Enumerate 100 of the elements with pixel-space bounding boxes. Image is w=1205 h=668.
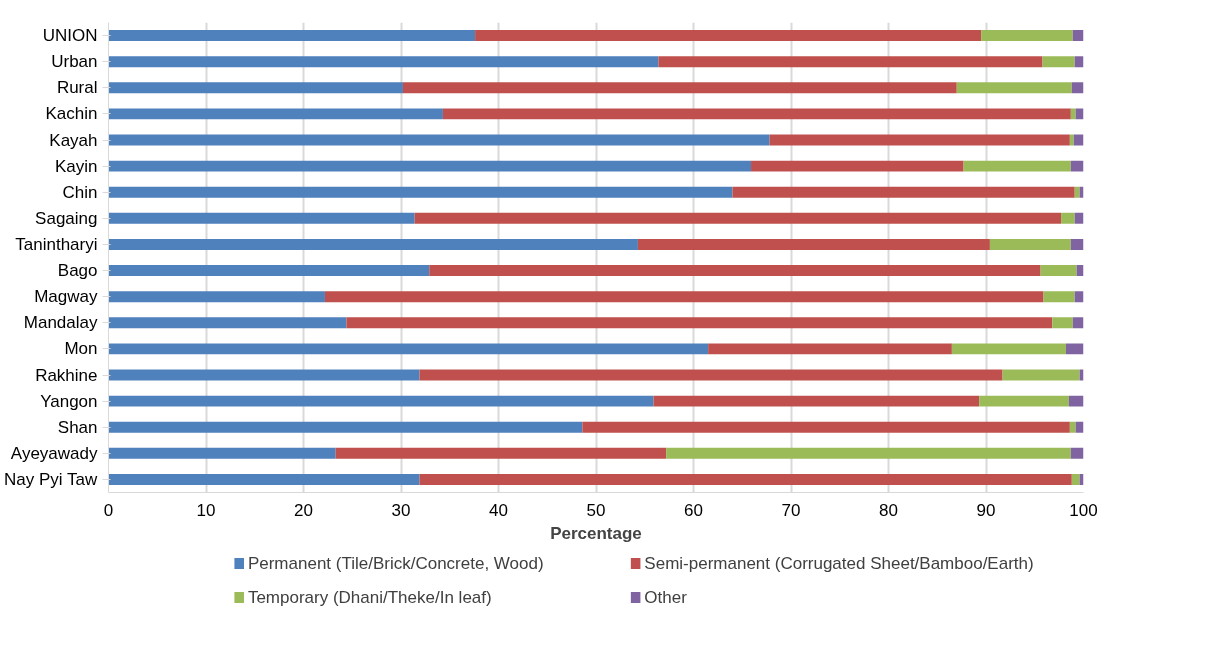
bar (1070, 160, 1084, 172)
y-tick-label: Sagaing (35, 208, 98, 228)
bar (419, 369, 1003, 381)
bar (475, 30, 982, 42)
y-tick-label: Urban (51, 52, 98, 72)
bar (666, 447, 1071, 459)
bar (335, 447, 667, 459)
bar (108, 212, 415, 224)
y-tick-label: Mandalay (23, 313, 98, 333)
x-tick-label: 50 (586, 500, 606, 520)
bar (1072, 30, 1084, 42)
x-tick-label: 80 (879, 500, 898, 520)
bar (1040, 265, 1077, 277)
y-tick-label: Shan (57, 417, 98, 437)
bar (1002, 369, 1080, 381)
bar (442, 108, 1071, 120)
bar (108, 395, 654, 407)
bar (419, 473, 1072, 485)
legend-label: Permanent (Tile/Brick/Concrete, Wood) (247, 554, 544, 573)
y-tick-label: Kayah (49, 130, 98, 150)
bar (1070, 447, 1084, 459)
bar (1070, 238, 1084, 250)
bar (956, 82, 1072, 94)
bar (1069, 134, 1074, 146)
x-axis-title: Percentage (550, 523, 642, 543)
bar (1075, 108, 1084, 120)
x-tick-label: 20 (294, 500, 313, 520)
bar (108, 134, 770, 146)
bar (989, 238, 1071, 250)
bar (108, 108, 443, 120)
bar (981, 30, 1073, 42)
bar (1042, 56, 1075, 68)
y-tick-label: Magway (34, 287, 98, 307)
y-tick-label: Tanintharyi (15, 234, 98, 254)
x-tick-label: 30 (391, 500, 411, 520)
y-tick-label: Chin (62, 182, 98, 202)
bar (108, 238, 638, 250)
y-tick-label: Nay Pyi Taw (3, 469, 98, 489)
bar (108, 82, 403, 94)
bar (108, 447, 336, 459)
x-tick-label: 0 (103, 500, 114, 520)
y-tick-label: UNION (42, 26, 98, 46)
bar (1043, 291, 1075, 303)
bar (708, 343, 952, 355)
bar (414, 212, 1062, 224)
bar (732, 186, 1075, 198)
x-tick-label: 60 (684, 500, 703, 520)
x-tick-label: 10 (196, 500, 216, 520)
bar (402, 82, 957, 94)
bar (658, 56, 1043, 68)
x-tick-label: 100 (1069, 500, 1098, 520)
bar (108, 369, 420, 381)
bar (1074, 212, 1084, 224)
bar (108, 160, 752, 172)
bar (769, 134, 1070, 146)
bar (1068, 395, 1084, 407)
bar (637, 238, 990, 250)
bar (1074, 291, 1084, 303)
bar (1074, 186, 1080, 198)
y-tick-label: Yangon (40, 391, 98, 411)
bar (1071, 82, 1084, 94)
y-tick-label: Kachin (45, 104, 98, 124)
x-tick-label: 70 (781, 500, 801, 520)
bar (1072, 317, 1084, 329)
legend-label: Semi-permanent (Corrugated Sheet/Bamboo/Earth) (644, 554, 1034, 573)
bar (108, 343, 709, 355)
x-tick-label: 90 (976, 500, 996, 520)
bar (582, 421, 1070, 433)
bar (1065, 343, 1084, 355)
bar (108, 291, 325, 303)
bar (429, 265, 1041, 277)
bar (324, 291, 1044, 303)
bar (963, 160, 1071, 172)
y-tick-label: Mon (64, 339, 98, 359)
bar (108, 421, 583, 433)
bar (751, 160, 964, 172)
bar (108, 473, 420, 485)
bar (1061, 212, 1075, 224)
bar (1071, 473, 1080, 485)
bar (1074, 56, 1084, 68)
y-tick-label: Ayeyawady (10, 443, 98, 463)
legend-label: Other (644, 588, 688, 607)
x-tick-label: 40 (489, 500, 508, 520)
bar (108, 56, 659, 68)
bar (108, 317, 347, 329)
bar (108, 30, 476, 42)
bar (653, 395, 980, 407)
y-tick-label: Rakhine (35, 365, 98, 385)
bar (1075, 421, 1084, 433)
y-tick-label: Kayin (54, 156, 98, 176)
bar (1052, 317, 1073, 329)
bar (1069, 421, 1076, 433)
y-tick-label: Bago (57, 261, 98, 281)
bar (951, 343, 1066, 355)
y-tick-label: Rural (56, 78, 98, 98)
bar (1070, 108, 1076, 120)
bar (979, 395, 1069, 407)
bar (108, 265, 430, 277)
bar (346, 317, 1053, 329)
bar (108, 186, 733, 198)
